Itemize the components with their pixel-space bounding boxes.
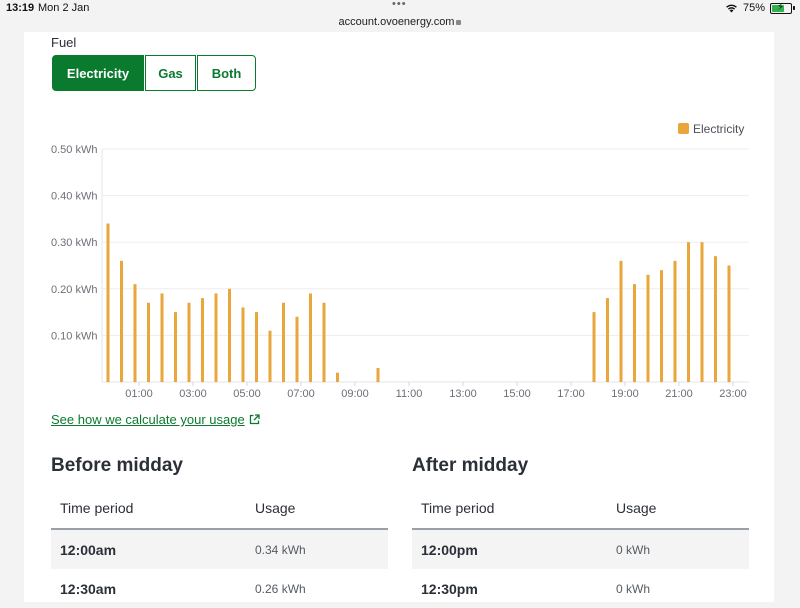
bar-19:00[interactable] [619, 260, 623, 382]
status-bar: 13:19 Mon 2 Jan ••• account.ovoenergy.co… [0, 0, 800, 32]
fuel-tab-gas[interactable]: Gas [145, 55, 196, 91]
fuel-tab-electricity[interactable]: Electricity [52, 55, 144, 91]
table-row: 12:00pm 0 kWh [412, 529, 749, 569]
bar-19:30[interactable] [633, 284, 636, 382]
bar-05:30[interactable] [255, 312, 258, 382]
bar-06:00[interactable] [268, 330, 272, 382]
x-tick-label: 05:00 [233, 388, 261, 400]
bar-22:00[interactable] [700, 242, 704, 382]
status-date: Mon 2 Jan [38, 2, 90, 14]
bar-22:30[interactable] [714, 256, 717, 382]
bar-07:00[interactable] [295, 316, 299, 382]
col-usage: Usage [255, 488, 388, 530]
bar-21:00[interactable] [673, 260, 677, 382]
x-tick-label: 13:00 [449, 388, 477, 400]
bar-20:30[interactable] [660, 270, 663, 382]
wifi-icon [725, 3, 738, 13]
bar-02:30[interactable] [174, 312, 177, 382]
bar-10:00[interactable] [376, 368, 380, 382]
fuel-selector: Electricity Gas Both [52, 55, 256, 91]
x-tick-label: 15:00 [503, 388, 531, 400]
fuel-label: Fuel [51, 35, 77, 50]
x-tick-label: 19:00 [611, 388, 639, 400]
legend-swatch [678, 123, 689, 134]
row-time: 12:00am [51, 529, 255, 569]
row-usage: 0 kWh [616, 581, 651, 596]
address-bar[interactable]: account.ovoenergy.com [0, 16, 800, 28]
table-row: 12:30am 0.26 kWh [51, 569, 388, 608]
after-midday-table: Time period Usage 12:00pm 0 kWh 12:30pm … [412, 488, 749, 608]
row-time: 12:30pm [421, 580, 478, 597]
y-tick-label: 0.30 kWh [51, 237, 97, 249]
bar-18:30[interactable] [606, 298, 609, 382]
fuel-tab-both[interactable]: Both [197, 55, 256, 91]
x-tick-label: 23:00 [719, 388, 747, 400]
y-tick-label: 0.10 kWh [51, 330, 97, 342]
row-time: 12:30am [60, 580, 117, 597]
table-row: 12:30pm 0 kWh [412, 569, 749, 608]
table-row: 12:00am 0.34 kWh [51, 529, 388, 569]
bar-23:00[interactable] [727, 265, 731, 383]
bar-05:00[interactable] [241, 307, 245, 382]
bar-04:30[interactable] [228, 288, 231, 382]
bar-00:30[interactable] [120, 260, 123, 382]
bar-07:30[interactable] [309, 293, 312, 382]
bar-08:00[interactable] [322, 302, 326, 382]
x-tick-label: 21:00 [665, 388, 693, 400]
bar-00:00[interactable] [106, 223, 110, 382]
more-dots-icon[interactable]: ••• [392, 0, 407, 10]
y-tick-label: 0.50 kWh [51, 144, 97, 156]
after-midday-title: After midday [412, 455, 529, 476]
url-text: account.ovoenergy.com [338, 16, 455, 28]
bar-18:00[interactable] [592, 312, 596, 382]
row-usage: 0 kWh [616, 529, 749, 569]
y-tick-label: 0.20 kWh [51, 284, 97, 296]
bar-04:00[interactable] [214, 293, 218, 382]
x-tick-label: 07:00 [287, 388, 315, 400]
row-time: 12:00pm [412, 529, 616, 569]
bar-08:30[interactable] [336, 372, 339, 382]
x-tick-label: 03:00 [179, 388, 207, 400]
x-tick-label: 17:00 [557, 388, 585, 400]
calculate-usage-link-text: See how we calculate your usage [51, 412, 245, 427]
battery-percent: 75% [742, 2, 765, 14]
row-usage: 0.34 kWh [255, 529, 388, 569]
x-tick-label: 01:00 [125, 388, 153, 400]
bar-06:30[interactable] [282, 302, 285, 382]
before-midday-section: Before midday Time period Usage 12:00am … [51, 454, 388, 608]
lock-icon [456, 19, 462, 25]
bar-03:30[interactable] [201, 298, 204, 382]
col-time-period: Time period [412, 488, 616, 530]
status-indicators: 75% ⚡ [725, 2, 795, 14]
bar-03:00[interactable] [187, 302, 191, 382]
bar-01:00[interactable] [133, 284, 137, 382]
before-midday-table: Time period Usage 12:00am 0.34 kWh 12:30… [51, 488, 388, 608]
after-midday-section: After midday Time period Usage 12:00pm 0… [412, 454, 749, 608]
x-tick-label: 09:00 [341, 388, 369, 400]
battery-icon: ⚡ [770, 2, 795, 14]
col-time-period: Time period [51, 488, 255, 530]
status-time: 13:19 [6, 2, 35, 14]
external-link-icon [249, 414, 260, 425]
calculate-usage-link[interactable]: See how we calculate your usage [51, 412, 260, 427]
y-tick-label: 0.40 kWh [51, 191, 97, 203]
bar-01:30[interactable] [147, 302, 150, 382]
before-midday-title: Before midday [51, 455, 183, 476]
usage-card: Fuel Electricity Gas Both 0.10 kWh 0.20 k… [24, 32, 774, 602]
bar-21:30[interactable] [687, 242, 690, 382]
col-usage: Usage [616, 488, 749, 530]
legend-label[interactable]: Electricity [693, 122, 744, 136]
bar-02:00[interactable] [160, 293, 164, 382]
bar-20:00[interactable] [646, 274, 650, 382]
usage-chart: 0.10 kWh 0.20 kWh 0.30 kWh 0.40 kWh 0.50 kWh… [51, 122, 749, 400]
row-usage: 0.26 kWh [255, 581, 306, 596]
x-tick-label: 11:00 [396, 388, 423, 400]
